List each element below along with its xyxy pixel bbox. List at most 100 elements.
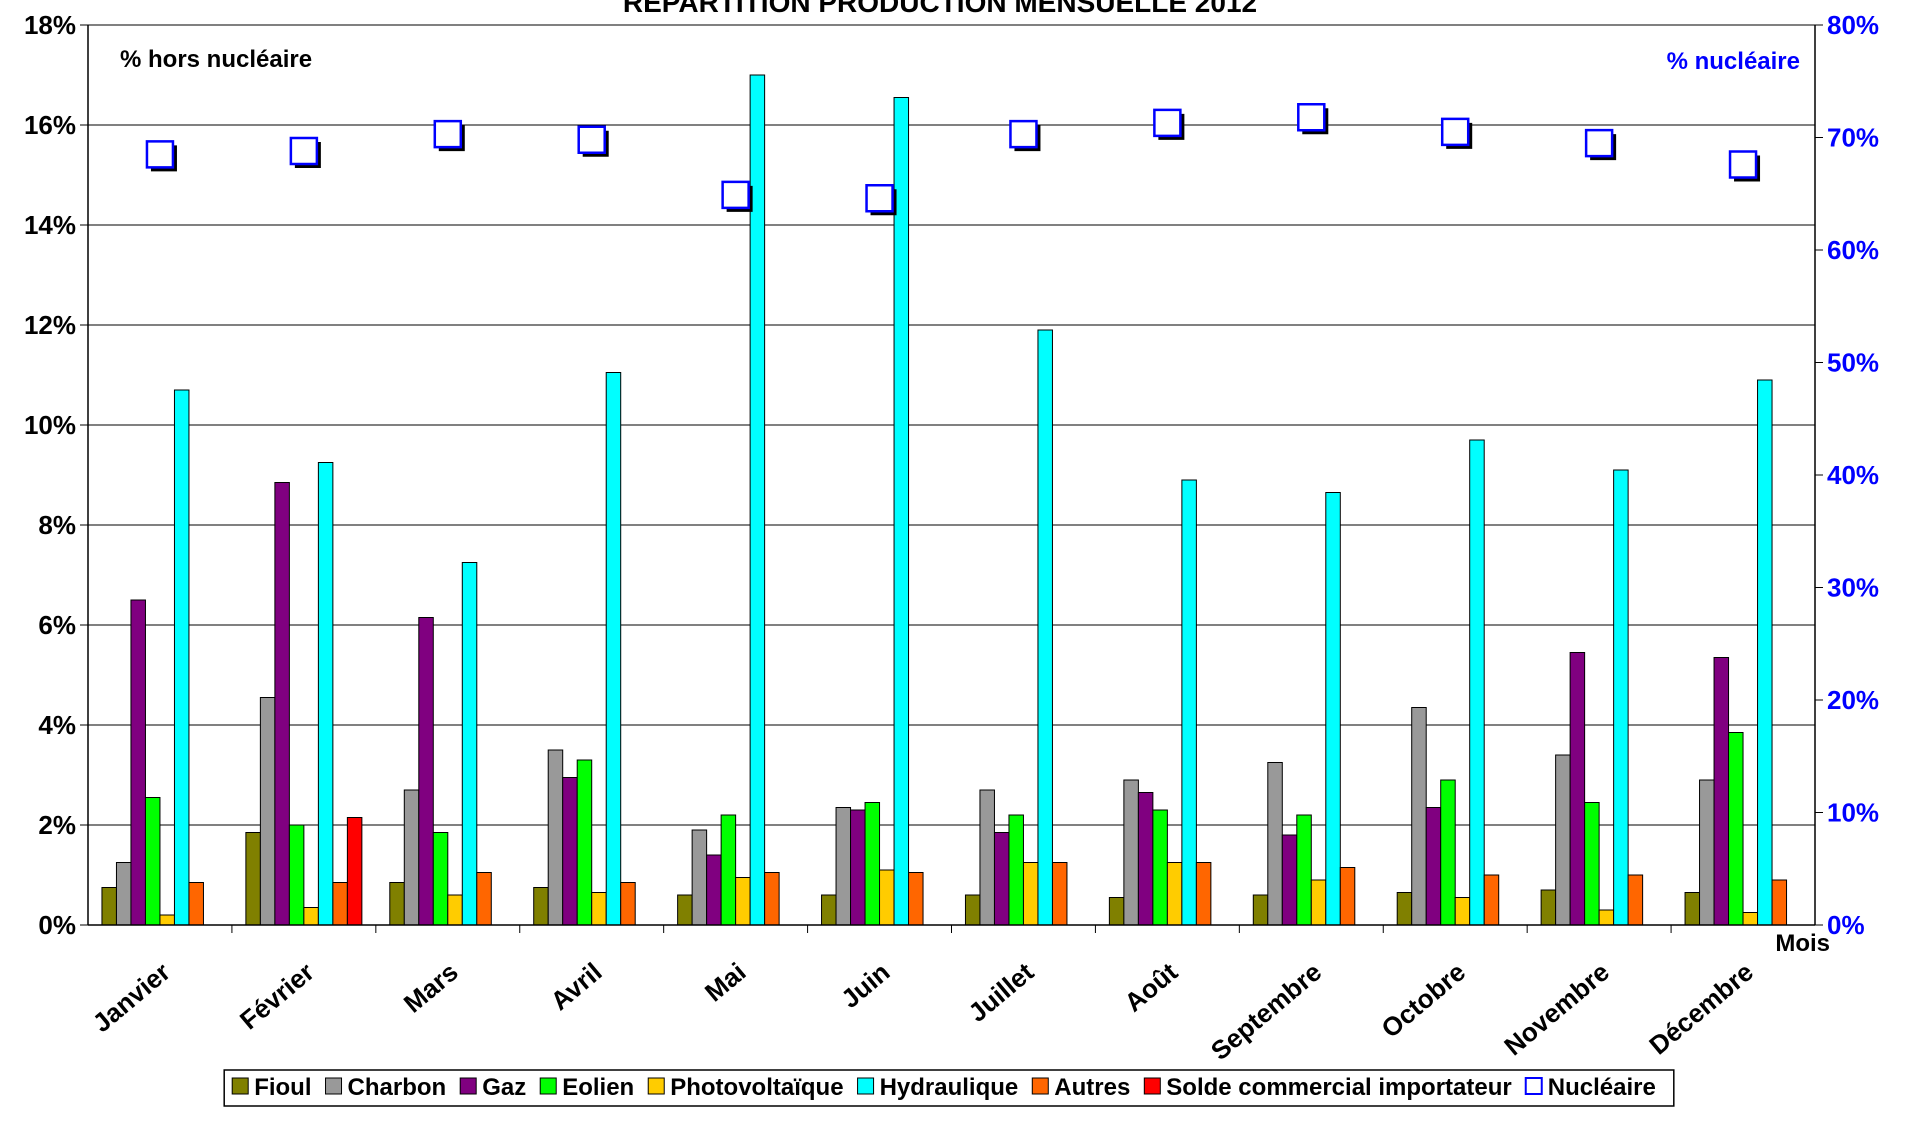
legend-label: Solde commercial importateur: [1166, 1074, 1511, 1101]
marker-nucleaire: [1153, 108, 1182, 138]
bar: [101, 887, 117, 926]
bar: [1252, 894, 1269, 926]
bar: [908, 872, 924, 926]
x-tick-label: Mai: [699, 957, 751, 1008]
marker-nucleaire: [145, 140, 175, 169]
x-tick-label: Avril: [545, 957, 608, 1017]
bar: [317, 462, 334, 926]
bar: [1152, 809, 1168, 926]
marker-nucleaire: [865, 184, 894, 213]
legend-label: Charbon: [348, 1074, 447, 1101]
legend-swatch: [647, 1077, 665, 1095]
bar: [274, 482, 290, 926]
legend-label: Hydraulique: [880, 1074, 1019, 1101]
bar: [476, 872, 492, 926]
bar: [1728, 732, 1744, 926]
y-tick-label: 10%: [24, 410, 76, 440]
bar: [1051, 862, 1068, 926]
x-tick-label: Février: [234, 957, 320, 1036]
legend-label: Autres: [1054, 1074, 1130, 1101]
bar: [432, 832, 449, 926]
bar: [835, 807, 852, 926]
x-tick-label: Janvier: [87, 957, 176, 1039]
bar: [1022, 862, 1039, 926]
y-tick-label: 18%: [24, 10, 76, 40]
legend-swatch: [539, 1077, 557, 1095]
bar: [1108, 897, 1125, 926]
bar: [173, 389, 190, 926]
legend-swatch: [1524, 1077, 1543, 1095]
bar: [964, 894, 981, 926]
bars-layer: [101, 74, 1788, 926]
bar: [1281, 834, 1298, 926]
marker-nucleaire: [289, 136, 319, 166]
bar: [879, 869, 895, 926]
legend-label: Nucléaire: [1548, 1074, 1656, 1101]
bar: [1425, 807, 1442, 926]
legend-swatch: [1143, 1077, 1161, 1095]
bar: [389, 882, 405, 926]
x-tick-label: Octobre: [1375, 957, 1471, 1044]
marker-nucleaire: [721, 180, 750, 210]
bar: [691, 829, 708, 926]
bar: [288, 824, 305, 926]
bar: [993, 832, 1010, 926]
y2-tick-label: 70%: [1827, 123, 1879, 153]
bar: [1483, 874, 1500, 926]
bar: [1771, 879, 1788, 926]
bar: [447, 894, 463, 926]
bar: [403, 789, 420, 926]
right-axis-label: % nucléaire: [1667, 48, 1800, 75]
bar: [1166, 862, 1183, 926]
legend-swatch: [231, 1077, 249, 1095]
marker-nucleaire: [1440, 117, 1470, 147]
x-tick-label: Mars: [398, 957, 464, 1019]
x-tick-label: Août: [1119, 956, 1184, 1017]
bar: [1440, 779, 1456, 926]
bar: [547, 749, 564, 926]
bar: [706, 854, 722, 926]
x-tick-label: Novembre: [1498, 957, 1615, 1062]
y-tick-label: 8%: [38, 510, 76, 540]
bar: [1137, 792, 1154, 926]
y-tick-label: 14%: [24, 210, 76, 240]
legend: Fioul Charbon Gaz Eolien Photovoltaïque Hydra…: [223, 1069, 1675, 1107]
bar: [1613, 469, 1629, 926]
bar: [979, 789, 995, 926]
bar: [1555, 754, 1571, 926]
bar: [1699, 779, 1715, 926]
bar: [1396, 892, 1413, 926]
bar: [1540, 889, 1557, 926]
marker-nucleaire: [1297, 103, 1326, 132]
bar: [1339, 867, 1356, 926]
bar: [1569, 652, 1586, 926]
bar: [259, 697, 276, 926]
markers-layer: [145, 103, 1761, 216]
marker-nucleaire: [577, 125, 606, 154]
bar: [677, 894, 693, 926]
bar: [864, 802, 881, 926]
legend-swatch: [857, 1077, 875, 1095]
legend-swatch: [325, 1077, 343, 1095]
bar: [821, 894, 837, 926]
bar: [720, 814, 737, 926]
bar: [1037, 329, 1053, 926]
bar: [1454, 897, 1471, 926]
bar: [188, 882, 204, 926]
bar: [605, 372, 622, 926]
bar: [418, 617, 434, 926]
bar: [591, 892, 607, 926]
bar: [1713, 657, 1730, 926]
y-tick-label: 0%: [38, 910, 76, 940]
bar: [1598, 909, 1615, 926]
bar: [1684, 892, 1701, 926]
y2-tick-label: 80%: [1827, 10, 1879, 40]
bar: [1267, 762, 1283, 926]
bar: [1469, 439, 1485, 926]
bar: [764, 872, 780, 926]
bar: [1742, 912, 1759, 926]
y-tick-label: 6%: [38, 610, 76, 640]
bar: [130, 599, 146, 926]
bar: [1584, 802, 1600, 926]
